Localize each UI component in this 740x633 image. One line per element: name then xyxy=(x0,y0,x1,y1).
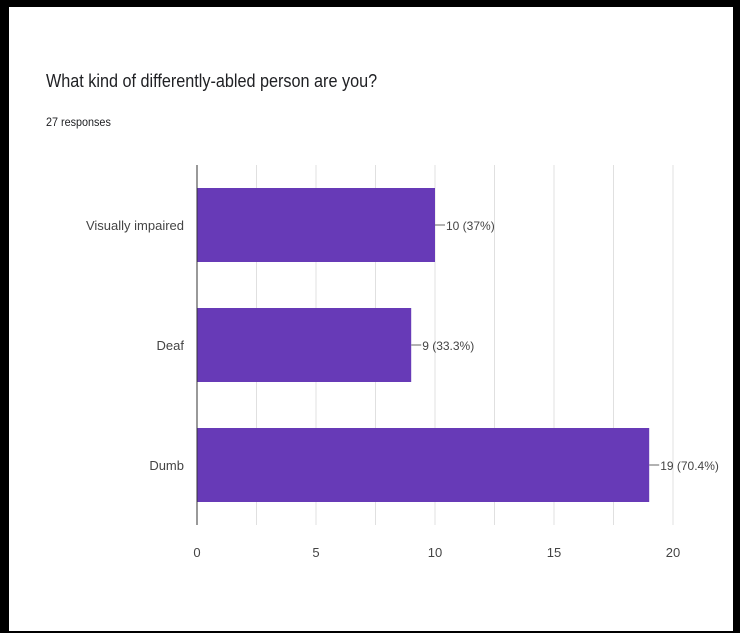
category-label: Dumb xyxy=(149,458,184,473)
x-tick-label: 0 xyxy=(193,545,200,560)
data-label: 10 (37%) xyxy=(446,219,495,233)
x-tick-label: 15 xyxy=(547,545,561,560)
data-label: 9 (33.3%) xyxy=(422,339,474,353)
bar xyxy=(197,188,435,262)
data-label: 19 (70.4%) xyxy=(660,459,719,473)
chart-title: What kind of differently-abled person ar… xyxy=(46,71,378,91)
x-tick-label: 5 xyxy=(312,545,319,560)
labels: 0 5 10 15 20 Visually impaired 10 (37%) Deaf 9 (… xyxy=(86,218,719,560)
bar xyxy=(197,428,650,502)
category-label: Deaf xyxy=(157,338,185,353)
bars xyxy=(197,188,650,502)
category-label: Visually impaired xyxy=(86,218,184,233)
response-count: 27 responses xyxy=(46,115,111,129)
bar xyxy=(197,308,412,382)
x-tick-label: 20 xyxy=(666,545,680,560)
x-tick-label: 10 xyxy=(428,545,442,560)
